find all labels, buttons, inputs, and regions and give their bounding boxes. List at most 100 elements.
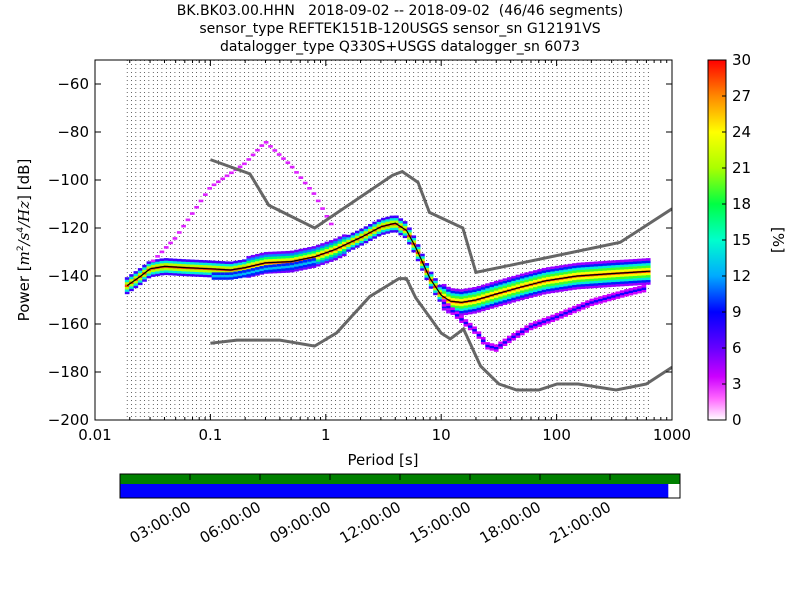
x-tick-label: 1 (321, 426, 331, 444)
psd-cell (446, 305, 451, 309)
psd-cell (476, 307, 482, 311)
psd-cell (546, 276, 551, 280)
psd-cell (520, 292, 525, 296)
y-axis-label-prefix: Power [ (15, 265, 33, 321)
psd-cell (185, 264, 191, 267)
psd-cell (537, 324, 543, 327)
psd-cell (259, 260, 265, 263)
psd-cell (281, 253, 286, 257)
psd-cell (585, 286, 590, 289)
psd-cell (506, 284, 512, 287)
psd-cell (407, 239, 412, 243)
psd-cell (550, 266, 556, 270)
psd-cell (498, 298, 503, 302)
psd-cell (593, 278, 599, 281)
psd-cell (528, 325, 534, 328)
psd-cell (463, 302, 469, 306)
psd-cell (641, 287, 647, 290)
psd-cell (155, 261, 160, 265)
psd-cell (563, 309, 569, 313)
psd-cell (511, 290, 516, 293)
psd-cell (194, 259, 199, 263)
psd-cell (246, 255, 252, 259)
psd-cell (485, 285, 490, 289)
psd-cell (572, 305, 577, 309)
psd-cell (302, 262, 308, 265)
psd-cell (585, 283, 590, 287)
psd-cell (337, 250, 343, 254)
psd-cell (337, 238, 343, 242)
psd-cell (394, 220, 399, 223)
psd-cell (541, 289, 547, 293)
psd-cell (576, 284, 582, 287)
psd-cell (637, 280, 642, 283)
psd-cell (389, 218, 395, 221)
psd-cell (493, 349, 499, 352)
psd-cell (632, 263, 638, 267)
x-axis-label: Period [s] (347, 451, 418, 469)
psd-cell (220, 263, 226, 267)
psd-cell (268, 251, 273, 255)
psd-cell (502, 297, 508, 301)
psd-cell (389, 225, 395, 228)
psd-cell (372, 236, 378, 239)
colorbar-tick-label: 12 (732, 267, 751, 285)
psd-cell (346, 239, 351, 243)
psd-cell (589, 266, 595, 270)
psd-cell (554, 268, 560, 271)
psd-cell (376, 231, 382, 234)
psd-cell (255, 148, 260, 152)
psd-cell (511, 278, 516, 281)
psd-cell (294, 254, 299, 258)
psd-cell (315, 256, 321, 260)
psd-cell (641, 268, 647, 271)
psd-cell (246, 263, 252, 266)
psd-cell (628, 264, 634, 267)
psd-cell (341, 251, 347, 254)
psd-cell (619, 281, 625, 284)
psd-cell (498, 289, 503, 292)
psd-cell (537, 273, 543, 277)
psd-cell (294, 256, 299, 260)
psd-cell (589, 268, 595, 272)
psd-cell (368, 223, 373, 227)
psd-cell (133, 280, 139, 284)
psd-cell (546, 269, 551, 273)
psd-cell (485, 342, 490, 345)
psd-cell (533, 272, 538, 276)
psd-cell (363, 238, 369, 241)
psd-cell (415, 246, 421, 250)
psd-cell (476, 305, 482, 308)
psd-cell (402, 233, 408, 236)
psd-cell (641, 272, 647, 276)
psd-cell (441, 307, 447, 311)
psd-cell (328, 247, 334, 250)
psd-cell (624, 293, 629, 297)
psd-cell (420, 258, 425, 262)
psd-cell (198, 269, 204, 273)
psd-cell (242, 261, 247, 265)
psd-cell (211, 260, 217, 264)
psd-cell (476, 309, 482, 313)
psd-cell (428, 283, 434, 287)
psd-cell (533, 284, 538, 288)
psd-cell (567, 273, 573, 277)
psd-cell (524, 289, 529, 292)
psd-cell (506, 293, 512, 297)
psd-cell (520, 283, 525, 286)
psd-cell (307, 247, 312, 250)
psd-cell (528, 295, 534, 298)
psd-cell (216, 265, 221, 269)
psd-cell (559, 279, 564, 283)
psd-cell (454, 298, 460, 301)
psd-cell (272, 266, 278, 270)
psd-cell (637, 288, 642, 292)
psd-cell (372, 224, 378, 227)
psd-cell (189, 269, 195, 272)
psd-cell (598, 282, 603, 286)
psd-cell (546, 274, 551, 277)
psd-cell (341, 236, 347, 240)
psd-cell (515, 279, 521, 283)
y-tick-label: −60 (57, 75, 89, 93)
psd-cell (255, 253, 260, 257)
